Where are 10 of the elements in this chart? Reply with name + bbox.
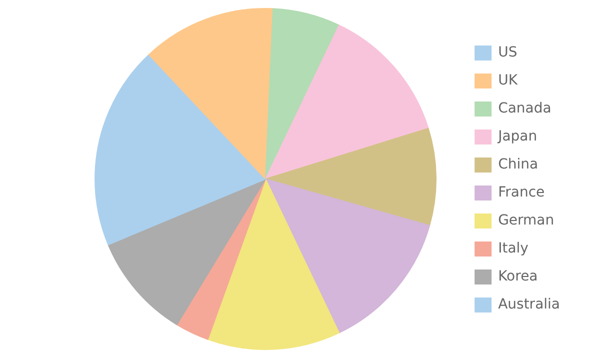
legend-label: UK xyxy=(498,72,518,89)
legend-label: Australia xyxy=(498,296,560,313)
legend-label: Korea xyxy=(498,268,538,285)
legend-label: Japan xyxy=(497,128,538,145)
legend-label: China xyxy=(498,156,538,173)
legend-label: US xyxy=(498,44,518,61)
legend-label: German xyxy=(498,212,554,229)
legend-label: Canada xyxy=(498,100,552,117)
legend-label: Italy xyxy=(498,240,528,257)
legend-label: France xyxy=(498,184,545,201)
